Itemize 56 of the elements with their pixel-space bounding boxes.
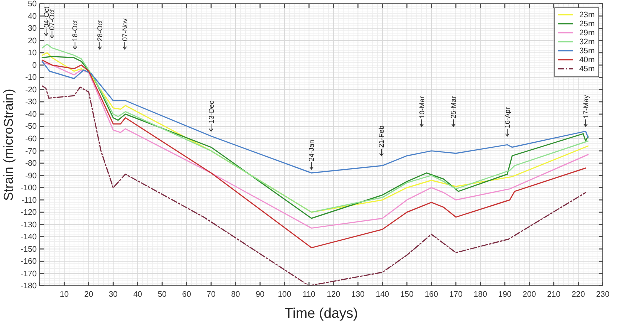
x-tick-label: 160 (424, 290, 439, 299)
x-tick-label: 140 (376, 290, 390, 299)
y-tick-label: -30 (25, 98, 38, 107)
x-tick-label: 70 (206, 290, 216, 299)
legend-label: 35m (579, 46, 596, 56)
legend-label: 23m (579, 10, 596, 20)
legend-label: 40m (579, 56, 596, 65)
y-tick-label: 10 (28, 48, 38, 58)
x-tick-label: 100 (278, 290, 292, 299)
x-tick-label: 230 (596, 290, 610, 299)
y-tick-label: -50 (25, 122, 38, 132)
x-tick-label: 80 (231, 290, 241, 299)
x-axis-title: Time (days) (284, 305, 358, 321)
y-tick-label: -10 (25, 73, 38, 82)
x-tick-label: 50 (158, 290, 168, 299)
legend-label: 25m (579, 20, 596, 29)
legend-label: 32m (579, 38, 596, 47)
x-tick-label: 10 (60, 290, 70, 299)
x-tick-label: 170 (449, 290, 464, 299)
y-tick-label: -60 (25, 134, 38, 144)
x-tick-label: 180 (474, 290, 488, 299)
y-tick-label: -110 (22, 196, 38, 205)
y-tick-label: 20 (28, 36, 38, 46)
y-tick-label: -90 (25, 171, 38, 180)
y-tick-label: 30 (28, 24, 38, 34)
y-tick-label: -130 (20, 220, 38, 230)
x-tick-label: 190 (498, 290, 512, 299)
x-tick-label: 120 (327, 290, 341, 299)
y-tick-label: -150 (20, 244, 38, 254)
x-tick-label: 60 (182, 290, 192, 299)
y-tick-label: -40 (25, 110, 38, 119)
x-tick-label: 40 (133, 290, 143, 299)
x-tick-label: 200 (522, 290, 537, 299)
x-tick-label: 220 (572, 290, 586, 299)
legend-label: 29m (579, 28, 596, 38)
y-tick-label: -80 (25, 159, 38, 168)
y-tick-label: -170 (20, 269, 38, 278)
y-tick-label: 0 (32, 60, 38, 70)
x-tick-label: 90 (256, 290, 266, 299)
y-axis-title: Strain (microStrain) (1, 89, 16, 201)
y-tick-label: -100 (20, 184, 38, 193)
y-tick-label: -120 (20, 208, 38, 218)
x-tick-label: 20 (84, 290, 94, 299)
y-tick-label: -180 (20, 282, 38, 291)
x-tick-label: 210 (547, 290, 562, 299)
y-tick-label: 40 (28, 12, 38, 21)
y-tick-label: -20 (25, 85, 38, 94)
y-tick-label: -140 (20, 232, 38, 242)
y-tick-label: -160 (20, 257, 38, 266)
x-tick-label: 30 (108, 290, 118, 299)
legend-label: 45m (579, 64, 596, 74)
x-tick-label: 110 (302, 290, 316, 299)
x-tick-label: 130 (352, 290, 366, 299)
y-tick-label: 50 (28, 0, 38, 9)
y-tick-label: -70 (25, 146, 38, 156)
x-tick-label: 150 (400, 290, 414, 299)
